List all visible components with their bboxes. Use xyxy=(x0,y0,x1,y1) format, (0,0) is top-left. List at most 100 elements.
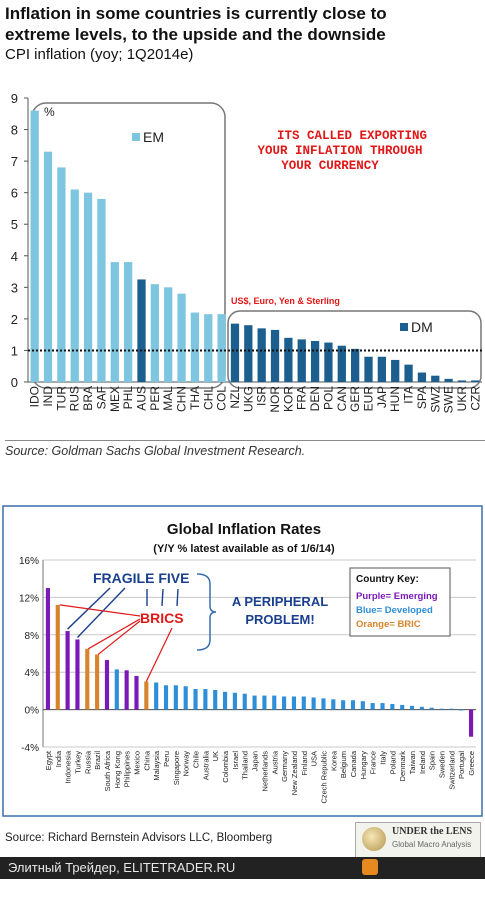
annotation-arrow-brics xyxy=(59,604,141,617)
x-tick-label: UKR xyxy=(455,386,469,412)
bar-italy xyxy=(380,703,385,710)
bar-australia xyxy=(203,689,208,710)
bar-em-ind xyxy=(43,151,53,382)
bar-austria xyxy=(272,695,277,710)
x-tick-label: Italy xyxy=(379,751,388,765)
under-the-lens-logo: UNDER the LENS Global Macro Analysis xyxy=(355,822,481,858)
bar-dm-ita xyxy=(404,364,413,382)
chart-title: Global Inflation Rates xyxy=(167,521,321,538)
bar-switzerland xyxy=(449,708,454,710)
x-tick-label: South Africa xyxy=(103,750,112,791)
bar-norway xyxy=(183,686,188,710)
legend-swatch-dm xyxy=(400,323,408,331)
x-tick-label: IND xyxy=(41,386,55,407)
chart-subtitle: (Y/Y % latest available as of 1/6/14) xyxy=(153,543,335,555)
x-tick-label: Ireland xyxy=(418,751,427,774)
bar-em-rus xyxy=(70,189,79,382)
bar-usa xyxy=(311,697,316,710)
bar-em-ido xyxy=(30,110,39,382)
bar-dm-ukg xyxy=(244,325,253,382)
chart-source-2: Source: Richard Bernstein Advisors LLC, … xyxy=(5,832,273,844)
bar-em-mex xyxy=(110,262,119,382)
x-tick-label: KOR xyxy=(281,386,295,412)
bar-dm-nzl xyxy=(230,323,240,382)
x-tick-label: Chile xyxy=(192,751,201,768)
annotation-arrow-brics xyxy=(87,618,141,650)
legend-label-dm: DM xyxy=(411,319,433,335)
x-tick-label: Austria xyxy=(270,750,279,774)
annotation-fragile-five: FRAGILE FIVE xyxy=(93,570,189,586)
bar-turkey xyxy=(75,639,80,710)
bar-malaysia xyxy=(154,682,159,710)
bar-em-per xyxy=(150,284,159,382)
x-tick-label: TUR xyxy=(54,386,68,411)
x-tick-label: MEX xyxy=(108,386,122,412)
x-tick-label: UK xyxy=(211,751,220,761)
x-tick-label: POL xyxy=(321,386,335,410)
x-tick-label: Israel xyxy=(231,751,240,770)
bar-belgium xyxy=(341,700,346,710)
annotation-arrow xyxy=(161,588,164,607)
bar-hungary xyxy=(360,701,365,710)
bar-philippines xyxy=(124,670,129,710)
annotation-arrow xyxy=(176,588,179,607)
annotation-text: YOUR CURRENCY xyxy=(281,159,379,173)
x-tick-label: Australia xyxy=(201,750,210,780)
x-tick-label: Japan xyxy=(251,751,260,771)
x-tick-label: COL xyxy=(215,386,229,411)
y-tick-label: 8 xyxy=(11,123,18,138)
bar-china xyxy=(144,681,149,710)
bar-peru xyxy=(163,685,169,710)
y-tick-label: 1 xyxy=(11,343,18,358)
bar-spain xyxy=(429,707,434,710)
bar-dm-ukr xyxy=(457,380,467,382)
x-tick-label: Sweden xyxy=(438,751,447,778)
x-tick-label: UKG xyxy=(241,386,255,412)
x-tick-label: EUR xyxy=(362,386,376,412)
bar-uk xyxy=(213,689,218,710)
chart-panel-global: Global Inflation Rates (Y/Y % latest avai… xyxy=(0,488,485,845)
x-tick-label: AUS xyxy=(135,386,149,411)
y-tick-label: -4% xyxy=(21,743,39,754)
y-tick-label: 0% xyxy=(25,706,40,717)
x-tick-label: SWE xyxy=(442,386,456,413)
footer-bar: Элитный Трейдер, ELITETRADER.RU clip2net… xyxy=(0,857,485,899)
bar-denmark xyxy=(400,704,405,710)
bar-canada xyxy=(350,700,356,710)
annotation-currencies: US$, Euro, Yen & Sterling xyxy=(231,296,340,306)
x-tick-label: Germany xyxy=(280,751,289,782)
x-tick-label: Peru xyxy=(162,751,171,767)
bar-chile xyxy=(193,689,198,710)
bar-dm-spa xyxy=(417,372,427,382)
x-tick-label: Thailand xyxy=(241,751,250,780)
x-tick-label: New Zealand xyxy=(290,751,299,795)
bar-finland xyxy=(301,696,306,710)
bar-south-africa xyxy=(104,660,110,710)
x-tick-label: BRA xyxy=(81,386,95,411)
x-tick-label: NZL xyxy=(228,386,242,409)
x-tick-label: THA xyxy=(188,386,202,410)
x-tick-label: ISR xyxy=(255,386,269,406)
bar-dm-isr xyxy=(257,328,266,382)
clip2net-icon xyxy=(362,859,378,875)
bar-em-phl xyxy=(124,262,133,382)
x-tick-label: PER xyxy=(148,386,162,411)
legend-item: Blue= Developed xyxy=(356,605,433,616)
annotation-text: A PERIPHERAL xyxy=(232,594,328,609)
bar-brazil xyxy=(95,654,100,710)
x-tick-label: Brazil xyxy=(93,751,102,770)
x-tick-label: Canada xyxy=(349,750,358,777)
x-tick-label: FRA xyxy=(295,386,309,410)
bar-mexico xyxy=(134,675,139,710)
bar-new-zealand xyxy=(291,696,297,710)
bar-sweden xyxy=(439,708,444,710)
x-tick-label: NOR xyxy=(268,386,282,413)
bar-dm-kor xyxy=(284,337,293,382)
bar-em-mal xyxy=(164,287,173,382)
x-tick-label: Czech Republic xyxy=(319,751,328,804)
bar-em-col xyxy=(217,314,226,382)
cpi-chart: 0 1 2 3 4 5 6 7 8 9% IDO IND TUR RUS BRA SAF MEX PHL AUS PE… xyxy=(11,91,483,413)
bar-em-bra xyxy=(83,192,93,382)
footer-text: Элитный Трейдер, ELITETRADER.RU xyxy=(8,860,236,875)
x-tick-label: Russia xyxy=(83,750,92,774)
